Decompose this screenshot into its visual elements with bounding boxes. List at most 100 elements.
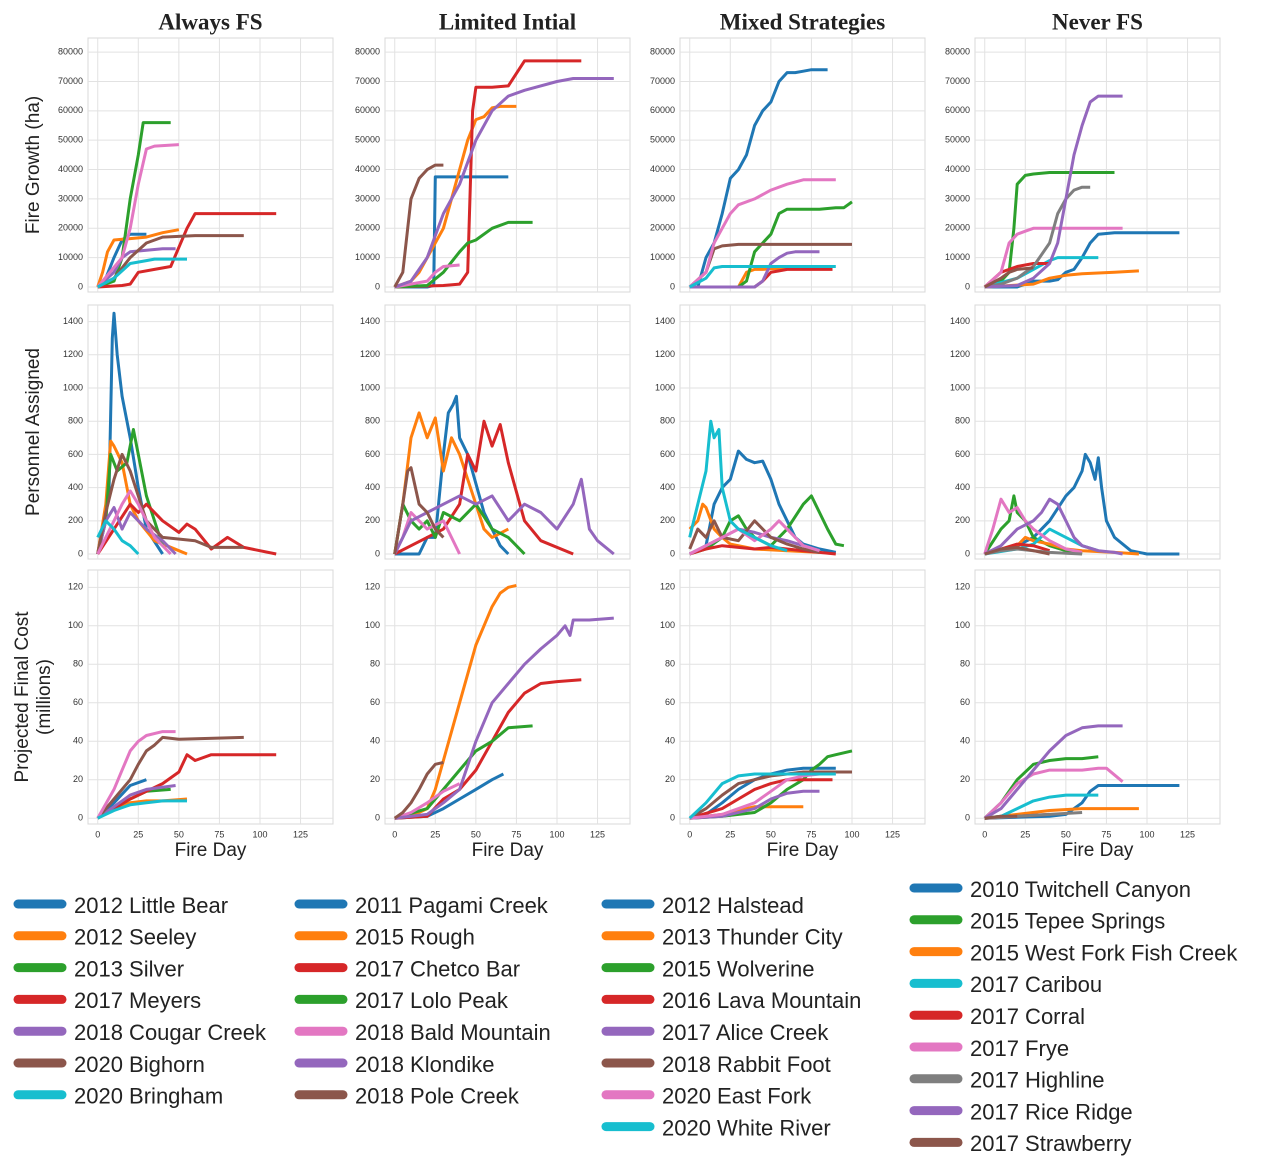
y-tick-label: 0 — [965, 281, 970, 291]
series-line — [394, 220, 533, 289]
y-tick-label: 80000 — [650, 46, 675, 56]
plot-area — [974, 37, 1221, 293]
x-tick-label: 0 — [392, 829, 397, 839]
x-tick-label: 25 — [430, 829, 440, 839]
y-tick-label: 100 — [660, 620, 675, 630]
y-tick-label: 20 — [73, 774, 83, 784]
x-tick-label: 25 — [1020, 829, 1030, 839]
y-axis-label: Fire Growth (ha) — [23, 96, 44, 234]
y-tick-label: 60000 — [58, 105, 83, 115]
y-tick-label: 60 — [665, 697, 675, 707]
series-line — [96, 143, 179, 288]
series-line — [394, 263, 460, 289]
y-tick-label: 200 — [955, 515, 970, 525]
series-line — [96, 452, 244, 555]
legend-label: 2012 Halstead — [662, 893, 804, 918]
x-axis-label: Fire Day — [472, 840, 544, 861]
y-tick-label: 40 — [665, 736, 675, 746]
x-tick-label: 50 — [766, 829, 776, 839]
x-tick-label: 125 — [293, 829, 308, 839]
x-tick-label: 100 — [1139, 829, 1154, 839]
y-tick-label: 800 — [660, 416, 675, 426]
y-tick-label: 800 — [365, 416, 380, 426]
y-tick-label: 10000 — [945, 252, 970, 262]
y-tick-label: 1400 — [950, 316, 970, 326]
legend-label: 2017 Chetco Bar — [355, 956, 520, 981]
x-tick-label: 125 — [885, 829, 900, 839]
x-tick-label: 50 — [174, 829, 184, 839]
y-tick-label: 600 — [365, 449, 380, 459]
y-tick-label: 50000 — [650, 135, 675, 145]
y-tick-label: 40000 — [650, 164, 675, 174]
legend-label: 2017 Highline — [970, 1068, 1105, 1093]
y-axis-label: (millions) — [34, 659, 55, 735]
legend-label: 2013 Silver — [74, 956, 184, 981]
y-tick-label: 60 — [370, 697, 380, 707]
legend-label: 2013 Thunder City — [662, 925, 843, 950]
y-tick-label: 120 — [68, 582, 83, 592]
legend-label: 2020 East Fork — [662, 1084, 812, 1109]
x-tick-label: 25 — [725, 829, 735, 839]
y-tick-label: 50000 — [945, 135, 970, 145]
y-tick-label: 1400 — [655, 316, 675, 326]
y-tick-label: 600 — [68, 449, 83, 459]
x-axis-label: Fire Day — [1062, 840, 1134, 861]
series-line — [96, 228, 180, 288]
y-tick-label: 1400 — [63, 316, 83, 326]
x-tick-label: 100 — [549, 829, 564, 839]
y-tick-label: 0 — [670, 548, 675, 558]
y-tick-label: 0 — [670, 813, 675, 823]
y-tick-label: 120 — [365, 582, 380, 592]
y-tick-label: 400 — [68, 482, 83, 492]
x-tick-label: 75 — [214, 829, 224, 839]
y-tick-label: 400 — [660, 482, 675, 492]
legend-label: 2017 Frye — [970, 1036, 1069, 1061]
legend-label: 2018 Pole Creek — [355, 1084, 520, 1109]
x-tick-label: 50 — [471, 829, 481, 839]
column-title: Never FS — [1052, 9, 1143, 34]
y-tick-label: 0 — [78, 813, 83, 823]
y-tick-label: 40 — [73, 736, 83, 746]
plot-area — [679, 304, 926, 560]
series-line — [984, 814, 1018, 820]
y-tick-label: 100 — [955, 620, 970, 630]
y-tick-label: 400 — [955, 482, 970, 492]
y-tick-label: 60 — [73, 697, 83, 707]
legend-label: 2012 Seeley — [74, 925, 196, 950]
y-tick-label: 1000 — [655, 382, 675, 392]
y-tick-label: 50000 — [58, 135, 83, 145]
x-tick-label: 50 — [1061, 829, 1071, 839]
x-tick-label: 75 — [1101, 829, 1111, 839]
legend-label: 2017 Strawberry — [970, 1131, 1131, 1156]
y-tick-label: 800 — [955, 416, 970, 426]
series-line — [97, 799, 187, 820]
y-tick-label: 60 — [960, 697, 970, 707]
x-axis-label: Fire Day — [175, 840, 247, 861]
y-tick-label: 40000 — [945, 164, 970, 174]
legend-label: 2017 Lolo Peak — [355, 988, 509, 1013]
column-title: Limited Intial — [439, 9, 576, 34]
series-line — [688, 419, 788, 553]
y-tick-label: 70000 — [945, 76, 970, 86]
y-tick-label: 80 — [370, 659, 380, 669]
legend-label: 2017 Meyers — [74, 988, 201, 1013]
series-line — [96, 502, 277, 556]
legend-label: 2020 White River — [662, 1115, 831, 1140]
y-tick-label: 20000 — [355, 223, 380, 233]
y-tick-label: 20000 — [58, 223, 83, 233]
y-tick-label: 10000 — [58, 252, 83, 262]
series-line — [393, 477, 615, 556]
series-line — [689, 200, 853, 289]
y-tick-label: 0 — [375, 548, 380, 558]
legend-label: 2018 Rabbit Foot — [662, 1052, 831, 1077]
legend-label: 2018 Klondike — [355, 1052, 494, 1077]
series-line — [689, 778, 833, 820]
plot-area — [679, 569, 926, 825]
legend-label: 2012 Little Bear — [74, 893, 228, 918]
series-line — [688, 178, 836, 289]
y-tick-label: 1000 — [360, 382, 380, 392]
series-line — [983, 766, 1124, 820]
y-tick-label: 20 — [960, 774, 970, 784]
y-tick-label: 80000 — [355, 46, 380, 56]
